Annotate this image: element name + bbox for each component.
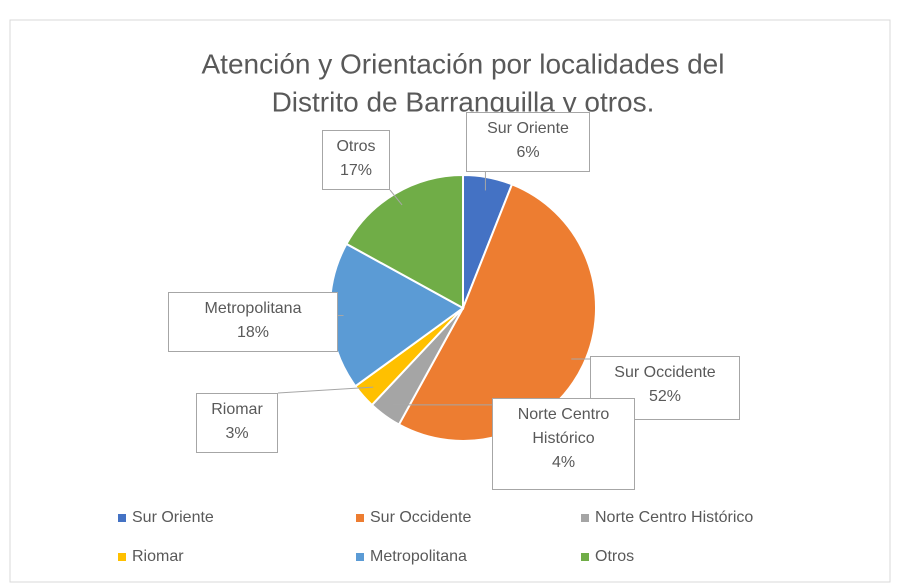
data-label: Metropolitana 18% (168, 292, 338, 352)
data-label-value: 6% (516, 144, 540, 161)
data-label: Otros 17% (322, 130, 390, 190)
data-label-name: Metropolitana (204, 300, 302, 317)
data-label-value: 17% (339, 162, 373, 179)
data-label-value: 52% (648, 388, 682, 405)
data-label: Riomar 3% (196, 393, 278, 453)
legend-swatch (581, 552, 589, 561)
legend-item: Riomar (118, 548, 184, 566)
legend-label: Otros (595, 548, 635, 565)
data-label: Sur Oriente 6% (466, 112, 590, 172)
chart-title-line-2: Distrito de Barranquilla y otros. (272, 86, 655, 117)
data-label-value: 3% (225, 425, 249, 442)
data-label: Norte Centro Histórico 4% (492, 398, 635, 490)
legend-label: Metropolitana (370, 548, 467, 565)
legend-label: Sur Oriente (132, 509, 214, 526)
data-label-name: Norte Centro Histórico (517, 406, 610, 447)
legend-item: Metropolitana (356, 548, 467, 566)
legend-swatch (356, 513, 364, 522)
data-label-name: Otros (336, 138, 376, 155)
legend-item: Norte Centro Histórico (581, 509, 753, 527)
leader-line (277, 386, 374, 394)
legend-swatch (118, 552, 126, 561)
legend-swatch (356, 552, 364, 561)
legend-item: Sur Oriente (118, 509, 214, 527)
legend-label: Sur Occidente (370, 509, 472, 526)
legend-item: Otros (581, 548, 634, 566)
data-label-value: 4% (551, 454, 576, 471)
data-label-name: Riomar (211, 401, 263, 418)
legend-label: Norte Centro Histórico (595, 509, 754, 526)
leader-line (389, 189, 403, 206)
legend-item: Sur Occidente (356, 509, 471, 527)
chart-title-line-1: Atención y Orientación por localidades d… (202, 48, 725, 79)
pie-slice (345, 173, 464, 310)
legend-label: Riomar (132, 548, 184, 565)
pie-slice (397, 183, 597, 442)
data-label-name: Sur Occidente (614, 364, 716, 381)
data-label-value: 18% (236, 324, 270, 341)
legend-swatch (118, 513, 126, 522)
legend-swatch (581, 513, 589, 522)
data-label-name: Sur Oriente (487, 120, 569, 137)
